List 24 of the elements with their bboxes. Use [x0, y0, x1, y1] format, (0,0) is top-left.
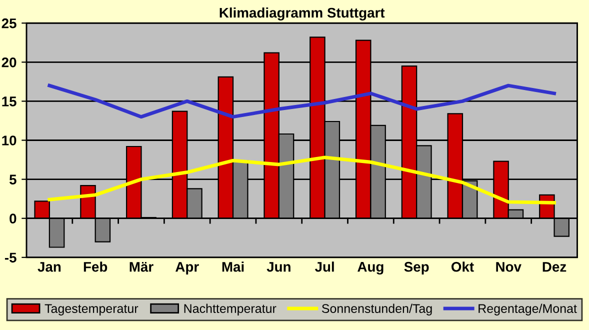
legend-label: Nachttemperatur — [184, 304, 276, 316]
y-tick-label: 20 — [2, 57, 16, 68]
x-tick-label: Mai — [222, 262, 244, 272]
x-tick-label: Jun — [266, 262, 290, 272]
y-tick-label: -5 — [4, 252, 16, 263]
legend-label: Sonnenstunden/Tag — [322, 304, 432, 316]
x-tick-label: Feb — [84, 262, 108, 272]
legend-label: Tagestemperatur — [44, 304, 138, 316]
x-tick-label: Sep — [404, 262, 429, 275]
legend-label: Regentage/Monat — [478, 304, 577, 316]
x-tick-label: Jan — [38, 262, 61, 272]
x-tick-label: Aug — [358, 262, 384, 275]
y-tick-label: 10 — [2, 136, 16, 146]
x-tick-label: Dez — [542, 262, 566, 272]
x-tick-label: Nov — [496, 262, 522, 272]
x-tick-label: Apr — [176, 262, 199, 275]
chart-title: Klimadiagramm Stuttgart — [220, 7, 385, 20]
y-tick-label: 0 — [10, 214, 16, 224]
x-tick-label: Okt — [451, 262, 474, 272]
y-tick-label: 15 — [2, 96, 16, 106]
x-tick-label: Jul — [314, 262, 334, 272]
x-tick-label: Mär — [130, 262, 154, 272]
y-tick-label: 25 — [2, 18, 16, 28]
y-tick-label: 5 — [9, 174, 16, 184]
